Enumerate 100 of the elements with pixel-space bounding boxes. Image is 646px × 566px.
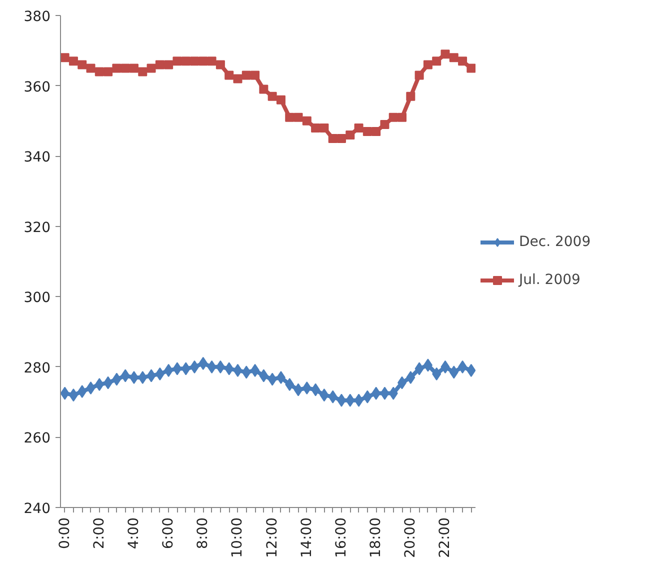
point <box>354 394 364 407</box>
y-tick-label: 260 <box>24 430 51 447</box>
point <box>406 370 416 384</box>
point <box>250 70 260 80</box>
point <box>362 390 372 404</box>
point <box>94 378 104 391</box>
point <box>259 369 268 382</box>
point <box>380 120 390 129</box>
point <box>372 126 381 136</box>
point <box>398 376 407 390</box>
point <box>224 70 234 80</box>
point <box>172 362 182 376</box>
point <box>60 53 70 62</box>
point <box>440 360 450 374</box>
point <box>181 362 190 376</box>
x-tick-label: 10:00 <box>230 517 246 558</box>
point <box>104 376 113 390</box>
x-tick-label: 12:00 <box>264 517 280 558</box>
point <box>432 56 442 66</box>
point <box>294 383 303 396</box>
point <box>440 50 450 59</box>
point <box>164 364 174 377</box>
point <box>120 369 130 382</box>
point <box>86 64 96 73</box>
point <box>129 64 138 73</box>
point <box>302 116 312 126</box>
point <box>449 366 458 379</box>
point <box>311 123 320 132</box>
point <box>346 130 355 140</box>
point <box>155 60 164 70</box>
point <box>207 56 216 66</box>
point <box>406 92 416 101</box>
point <box>233 74 242 84</box>
point <box>311 383 320 396</box>
point <box>414 70 424 80</box>
x-tick-label: 0:00 <box>56 517 73 549</box>
y-tick-label: 240 <box>24 501 51 517</box>
point <box>320 123 329 132</box>
point <box>207 360 216 374</box>
legend-label: Jul. 2009 <box>519 272 580 288</box>
y-tick-label: 300 <box>24 290 51 306</box>
point <box>414 362 424 376</box>
y-tick-label: 340 <box>24 150 51 166</box>
point <box>259 84 268 94</box>
point <box>250 364 260 377</box>
point <box>164 60 174 70</box>
point <box>388 386 398 400</box>
x-tick-label: 16:00 <box>333 517 350 558</box>
y-tick-label: 360 <box>24 79 51 96</box>
legend-label: Dec. 2009 <box>519 234 591 250</box>
point <box>294 112 303 122</box>
x-tick-label: 20:00 <box>402 517 419 558</box>
y-tick-label: 280 <box>24 360 51 376</box>
x-tick-label: 2:00 <box>91 517 108 549</box>
point <box>112 372 122 386</box>
point <box>242 366 251 379</box>
point <box>86 382 96 395</box>
point <box>268 92 277 101</box>
point <box>276 95 286 104</box>
point <box>68 56 78 66</box>
point <box>181 56 190 66</box>
point <box>362 126 372 136</box>
x-tick-label: 14:00 <box>298 517 315 558</box>
point <box>432 367 442 380</box>
x-tick-label: 18:00 <box>368 517 384 558</box>
point <box>302 382 312 395</box>
point <box>285 112 294 122</box>
point <box>458 56 468 66</box>
point <box>268 372 277 386</box>
point <box>198 56 208 66</box>
point <box>78 385 87 398</box>
point <box>112 64 122 73</box>
point <box>216 60 225 70</box>
point <box>120 64 130 73</box>
point <box>129 370 138 384</box>
point <box>104 67 113 76</box>
point <box>328 390 338 404</box>
point <box>346 394 355 407</box>
y-tick-label: 320 <box>24 220 51 236</box>
point <box>94 67 104 76</box>
point <box>172 56 182 66</box>
point <box>242 70 251 80</box>
point <box>155 367 164 380</box>
point <box>398 112 407 122</box>
point <box>190 360 200 374</box>
point <box>423 60 432 70</box>
point <box>190 56 200 66</box>
point <box>388 112 398 122</box>
point <box>78 60 87 70</box>
point <box>354 123 364 132</box>
point <box>372 386 381 400</box>
point <box>233 364 242 377</box>
point <box>458 360 468 374</box>
point <box>423 358 432 372</box>
point <box>380 386 390 400</box>
point <box>146 64 156 73</box>
x-tick-label: 4:00 <box>126 517 142 549</box>
x-tick-label: 8:00 <box>195 517 212 549</box>
point <box>466 64 476 73</box>
point <box>138 67 148 76</box>
